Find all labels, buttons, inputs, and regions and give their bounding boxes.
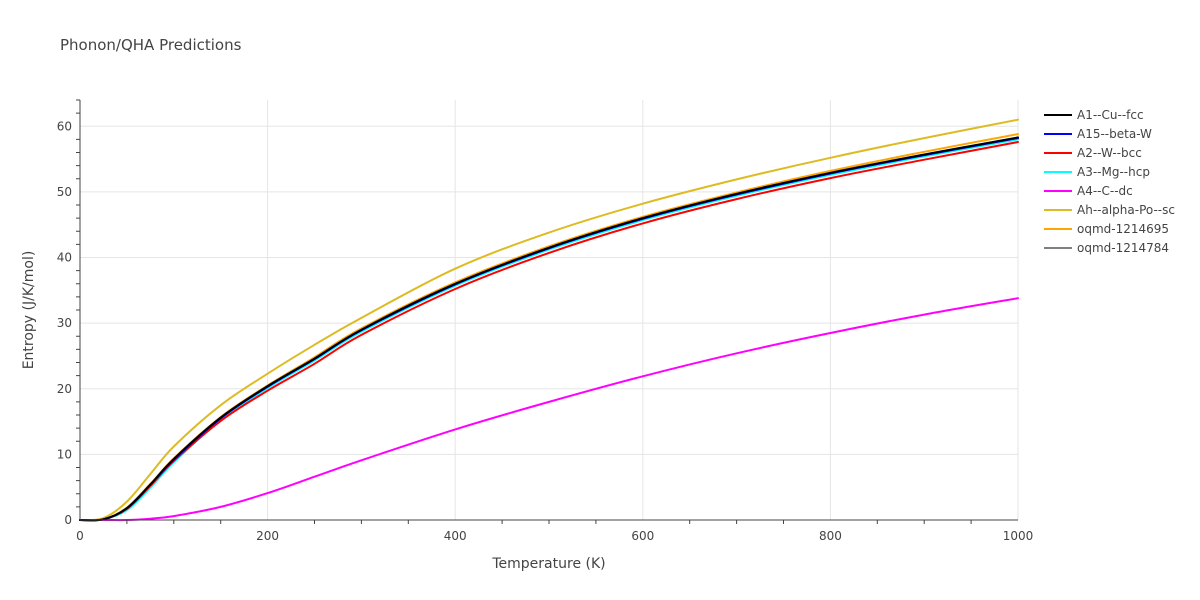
series-line-a1-cu-fcc[interactable] [79, 136, 1019, 522]
legend-label: Ah--alpha-Po--sc [1077, 203, 1175, 217]
legend-item[interactable]: oqmd-1214695 [1044, 222, 1169, 236]
y-tick-label: 60 [57, 119, 72, 133]
legend-item[interactable]: oqmd-1214784 [1044, 241, 1169, 255]
x-tick-label: 600 [631, 529, 654, 543]
series-line-a4-c-dc[interactable] [79, 297, 1019, 522]
legend-item[interactable]: A3--Mg--hcp [1044, 165, 1150, 179]
legend-label: oqmd-1214784 [1077, 241, 1169, 255]
legend-item[interactable]: A1--Cu--fcc [1044, 108, 1144, 122]
series-line-a15-beta-w[interactable] [79, 137, 1019, 522]
x-tick-label: 0 [76, 529, 84, 543]
legend-item[interactable]: A15--beta-W [1044, 127, 1152, 141]
series-line-oqmd-1214784[interactable] [79, 137, 1019, 522]
legend-item[interactable]: Ah--alpha-Po--sc [1044, 203, 1175, 217]
x-tick-label: 800 [819, 529, 842, 543]
x-tick-label: 400 [444, 529, 467, 543]
axes: 0 200 400 600 800 1000 0 10 20 30 40 50 60 [57, 99, 1034, 543]
legend-label: A2--W--bcc [1077, 146, 1142, 160]
series-line-ah-alpha-po-sc[interactable] [79, 118, 1019, 522]
y-axis-title: Entropy (J/K/mol) [21, 251, 37, 370]
series-line-a2-w-bcc[interactable] [79, 141, 1019, 522]
grid [80, 100, 1019, 520]
plot-area[interactable] [79, 118, 1019, 522]
y-tick-label: 0 [64, 513, 72, 527]
y-tick-label: 10 [57, 447, 72, 461]
x-axis-title: Temperature (K) [491, 556, 605, 572]
legend[interactable]: A1--Cu--fcc A15--beta-W A2--W--bcc A3--Mg--… [1044, 108, 1175, 255]
x-tick-label: 1000 [1003, 529, 1034, 543]
legend-label: A3--Mg--hcp [1077, 165, 1150, 179]
y-tick-label: 50 [57, 185, 72, 199]
legend-label: A4--C--dc [1077, 184, 1133, 198]
legend-item[interactable]: A2--W--bcc [1044, 146, 1142, 160]
y-tick-label: 40 [57, 251, 72, 265]
series-line-a3-mg-hcp[interactable] [79, 138, 1019, 522]
y-tick-label: 30 [57, 316, 72, 330]
legend-label: oqmd-1214695 [1077, 222, 1169, 236]
chart-title: Phonon/QHA Predictions [60, 36, 242, 54]
legend-label: A15--beta-W [1077, 127, 1152, 141]
legend-item[interactable]: A4--C--dc [1044, 184, 1133, 198]
y-tick-label: 20 [57, 382, 72, 396]
legend-label: A1--Cu--fcc [1077, 108, 1144, 122]
x-tick-label: 200 [256, 529, 279, 543]
